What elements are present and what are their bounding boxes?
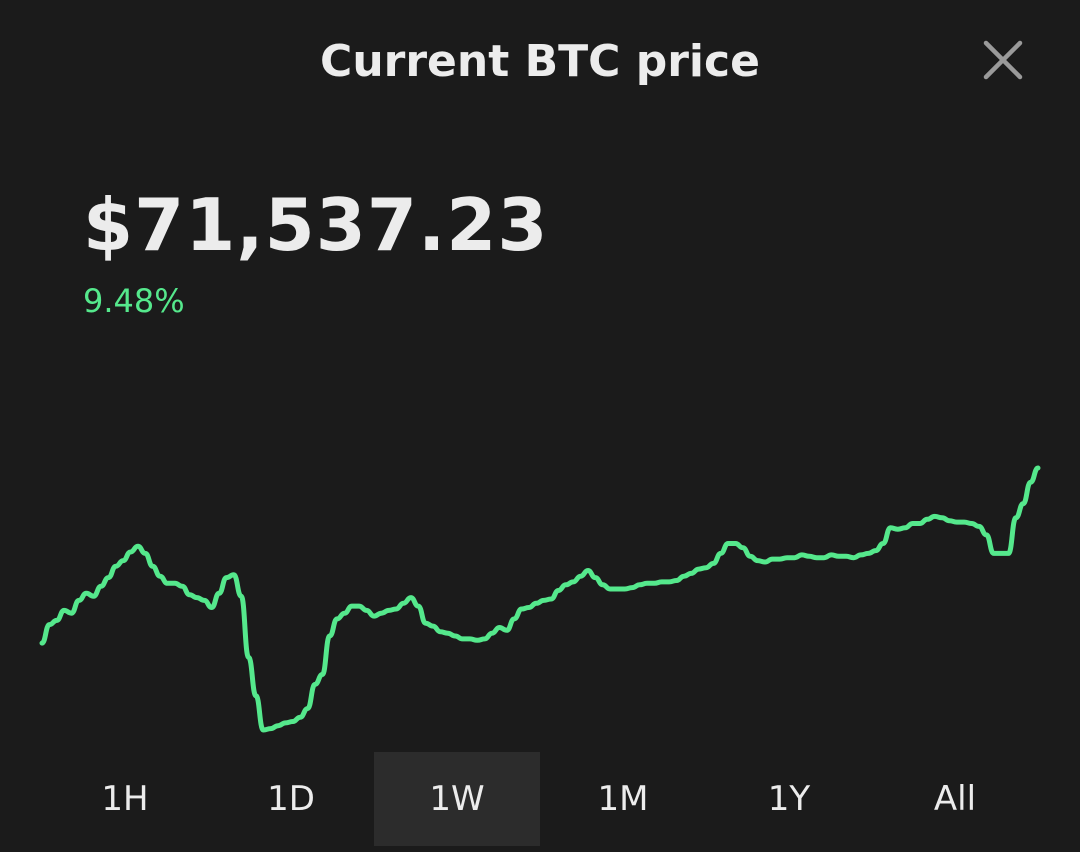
- range-tab-1w[interactable]: 1W: [374, 752, 540, 846]
- range-tab-all[interactable]: All: [933, 779, 977, 819]
- page-title: Current BTC price: [320, 36, 760, 87]
- price-line: [39, 465, 1041, 733]
- time-range-selector: 1H 1D 1W 1M 1Y All: [42, 752, 1038, 846]
- range-tab-1h[interactable]: 1H: [101, 779, 149, 819]
- range-tab-1m[interactable]: 1M: [597, 779, 649, 819]
- range-tab-1y[interactable]: 1Y: [767, 779, 811, 819]
- current-price: $71,537.23: [83, 183, 549, 267]
- close-icon[interactable]: [975, 32, 1031, 88]
- price-change-percent: 9.48%: [83, 282, 185, 320]
- price-chart[interactable]: [0, 440, 1080, 750]
- range-tab-1d[interactable]: 1D: [267, 779, 315, 819]
